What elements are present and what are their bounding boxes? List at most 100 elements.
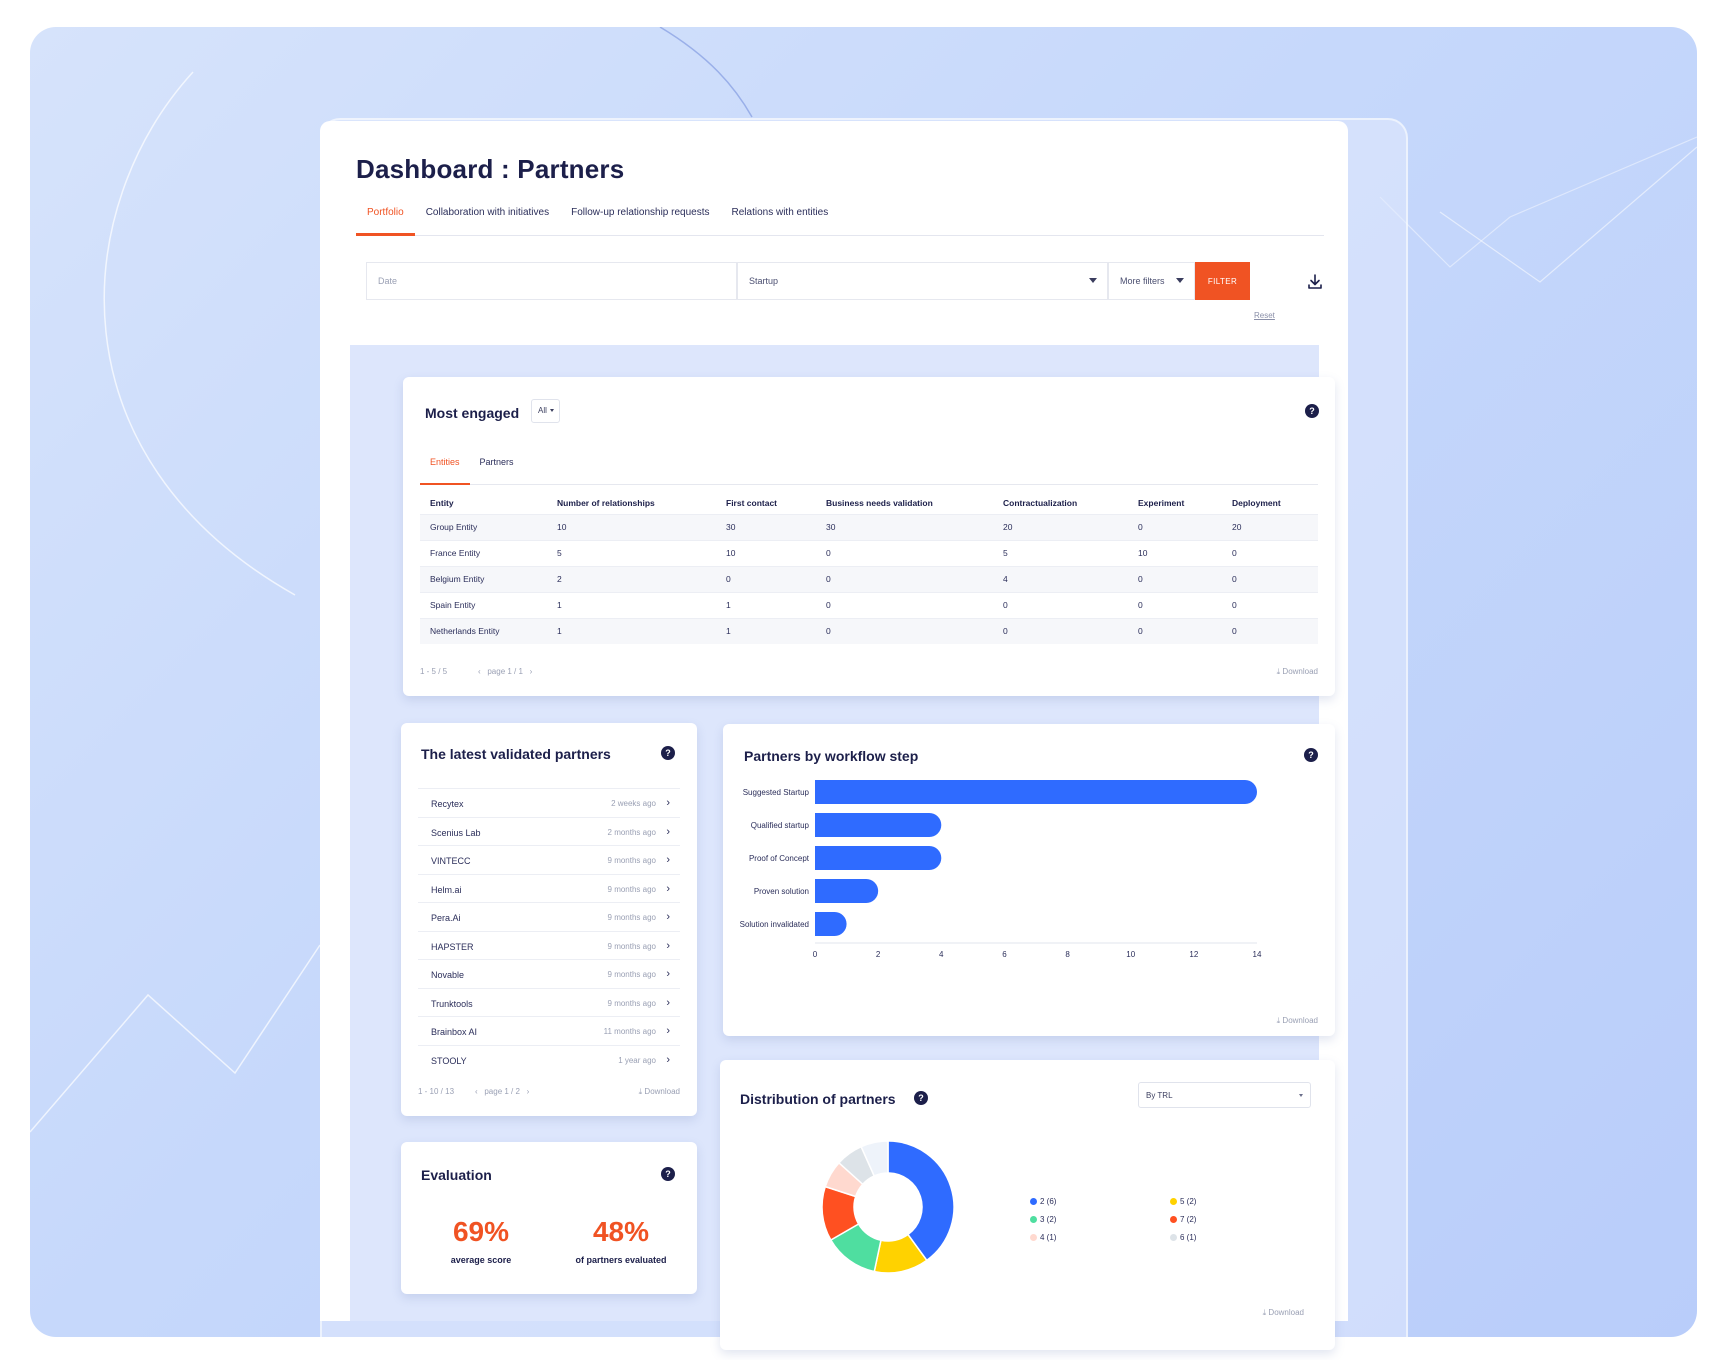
partner-list: Recytex 2 weeks ago › Scenius Lab 2 months … [418,788,680,1073]
legend-item[interactable]: 4 (1) [1030,1233,1056,1242]
column-header: First contact [726,497,778,508]
most-engaged-table: Entity Number of relationships First con… [420,492,1318,644]
tab-collaboration[interactable]: Collaboration with initiatives [425,207,550,218]
partner-name: Recytex [431,799,464,809]
reset-link[interactable]: Reset [1254,311,1275,320]
table-cell: 0 [993,617,1128,644]
caret-down-icon [1089,278,1097,283]
bar[interactable] [815,813,942,837]
subtab-partners[interactable]: Partners [479,457,514,467]
column-header: Business needs validation [826,497,933,508]
bar[interactable] [815,780,1257,804]
list-item[interactable]: Novable 9 months ago › [418,959,680,988]
donut-slice[interactable] [860,1140,889,1177]
most-engaged-filter-select[interactable]: All [531,399,560,423]
download-icon[interactable] [1305,272,1325,292]
pagination-range: 1 - 5 / 5 [420,667,448,676]
legend-label: 7 (2) [1180,1215,1197,1224]
startup-filter[interactable]: Startup [737,262,1108,300]
partner-time: 2 months ago [607,827,656,837]
partner-name: Scenius Lab [431,827,481,838]
help-icon[interactable]: ? [661,1167,675,1181]
download-icon: ⤓ [1262,1308,1267,1317]
list-item[interactable]: Recytex 2 weeks ago › [418,788,680,817]
tab-relations[interactable]: Relations with entities [731,207,829,218]
filter-button[interactable]: FILTER [1195,262,1250,300]
average-score-value: 69% [452,1216,510,1247]
prev-page-button[interactable]: ‹ [478,667,481,676]
list-item[interactable]: VINTECC 9 months ago › [418,845,680,874]
date-filter[interactable]: Date [366,262,737,300]
help-icon[interactable]: ? [1305,404,1319,418]
pagination-page: page 1 / 1 [487,667,523,676]
legend-item[interactable]: 6 (1) [1170,1233,1196,1242]
bar[interactable] [815,846,942,870]
partner-name: Brainbox AI [431,1027,478,1037]
table-cell: 4 [993,565,1128,592]
legend-label: 4 (1) [1040,1233,1057,1242]
legend-item[interactable]: 3 (2) [1030,1215,1056,1224]
legend-item[interactable]: 7 (2) [1170,1215,1196,1224]
category-label: Solution invalidated [740,920,809,929]
partner-time: 9 months ago [607,884,656,894]
table-cell: Group Entity [420,513,547,540]
startup-filter-value: Startup [749,276,779,286]
list-item[interactable]: Pera.Ai 9 months ago › [418,902,680,931]
help-icon[interactable]: ? [661,746,675,760]
help-icon[interactable]: ? [1304,748,1318,762]
partner-time: 9 months ago [607,913,656,922]
distribution-card: Distribution of partners ? By TRL 2 (6) 3… [720,1060,1335,1350]
x-tick-label: 6 [1002,950,1007,959]
help-icon[interactable]: ? [914,1091,928,1105]
download-button[interactable]: ⤓ Download [1277,1016,1318,1026]
download-button[interactable]: ⤓ Download [639,1087,680,1097]
average-score-label: average score [450,1255,512,1265]
legend-dot [1170,1198,1177,1205]
download-button[interactable]: ⤓ Download [1277,667,1318,677]
list-item[interactable]: Trunktools 9 months ago › [418,987,680,1017]
download-button[interactable]: ⤓ Download [1263,1308,1304,1318]
latest-validated-title: The latest validated partners [421,746,611,762]
distribution-select[interactable]: By TRL [1138,1082,1311,1108]
list-item[interactable]: STOOLY 1 year ago › [418,1044,680,1074]
next-page-button[interactable]: › [526,1087,530,1096]
column-header: Deployment [1232,497,1281,508]
donut-slice[interactable] [887,1140,955,1262]
subtab-entities[interactable]: Entities [420,457,470,485]
more-filters-select[interactable]: More filters [1108,262,1195,300]
table-cell: 10 [716,539,816,566]
bar[interactable] [815,879,879,903]
most-engaged-title: Most engaged [425,405,520,421]
table-cell: 0 [816,539,993,566]
prev-page-button[interactable]: ‹ [475,1087,478,1096]
partner-time: 9 months ago [607,941,656,951]
pagination: ‹ page 1 / 1 › [478,667,532,676]
legend-item[interactable]: 2 (6) [1030,1197,1056,1206]
table-cell: 0 [816,617,993,644]
list-item[interactable]: Brainbox AI 11 months ago › [418,1016,680,1045]
chevron-right-icon: › [666,1025,670,1037]
tab-follow-up[interactable]: Follow-up relationship requests [571,207,710,218]
x-tick-label: 14 [1253,950,1262,959]
list-item[interactable]: Helm.ai 9 months ago › [418,873,680,903]
legend-item[interactable]: 5 (2) [1170,1197,1196,1206]
legend-dot [1170,1216,1177,1223]
table-cell: 0 [1222,539,1318,566]
legend-dot [1030,1234,1037,1241]
bar-left-edge [815,780,827,804]
category-label: Proven solution [754,887,809,896]
legend-label: 5 (2) [1180,1197,1197,1206]
filter-bar: Date Startup More filters FILTER [366,262,1304,300]
chevron-right-icon: › [666,968,670,980]
table-cell: 5 [993,539,1128,566]
list-item[interactable]: HAPSTER 9 months ago › [418,930,680,960]
next-page-button[interactable]: › [529,667,533,676]
legend-label: 6 (1) [1180,1233,1197,1242]
tab-portfolio[interactable]: Portfolio [356,203,415,236]
table-row: France Entity 5 10 0 5 10 0 [420,539,1318,566]
list-item[interactable]: Scenius Lab 2 months ago › [418,816,680,846]
most-engaged-subtabs: Entities Partners [420,457,1318,485]
x-tick-label: 0 [813,950,818,959]
category-label: Suggested Startup [743,788,810,797]
more-filters-label: More filters [1120,276,1165,286]
